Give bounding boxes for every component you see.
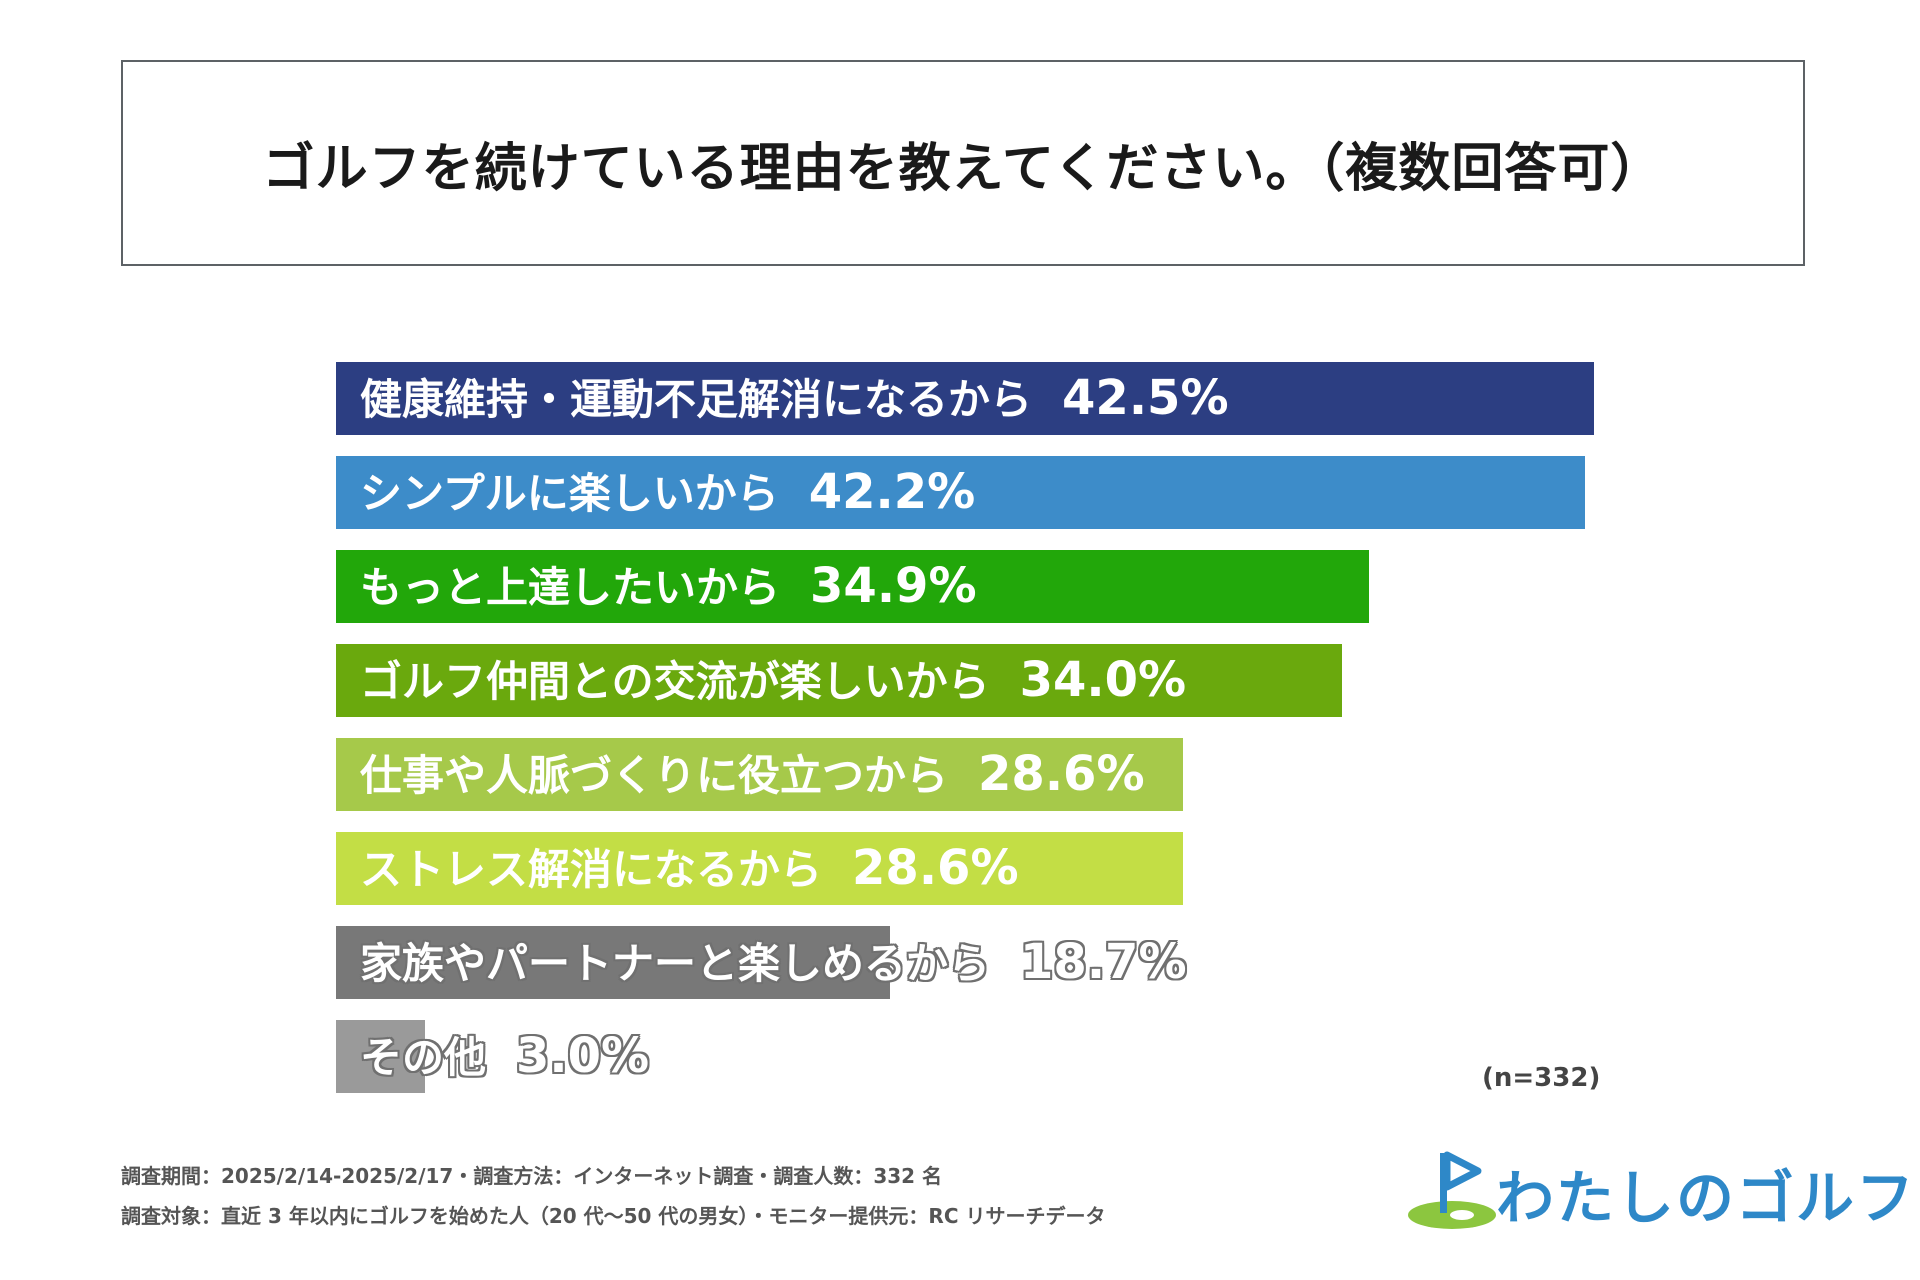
bar-label: ゴルフ仲間との交流が楽しいから 34.0%	[360, 644, 1186, 717]
value-label: 28.6%	[978, 746, 1145, 802]
category-label: もっと上達したいから	[360, 563, 781, 612]
bar-label: もっと上達したいから 34.9%	[360, 550, 977, 623]
bar	[336, 550, 1369, 623]
bar	[336, 644, 1342, 717]
value-label: 18.7%	[1020, 934, 1187, 990]
bar	[336, 832, 1183, 905]
logo-text: わたしのゴルフ	[1496, 1164, 1917, 1232]
bar-label: 家族やパートナーと楽しめるから 18.7%	[360, 926, 1187, 999]
bar	[336, 456, 1585, 529]
category-label: ストレス解消になるから	[360, 845, 823, 894]
bar-label: シンプルに楽しいから 42.2%	[360, 456, 975, 529]
value-label: 34.9%	[810, 558, 977, 614]
value-label: 42.2%	[808, 464, 976, 520]
bar-label: ストレス解消になるから 28.6%	[360, 832, 1019, 905]
sample-size-note: (n=332)	[1482, 1063, 1601, 1093]
value-label: 42.5%	[1062, 370, 1229, 426]
bar	[336, 738, 1183, 811]
bar	[336, 1020, 425, 1093]
brand-logo: わたしのゴルフ	[1404, 1145, 1914, 1235]
value-label: 28.6%	[852, 840, 1019, 896]
value-label: 3.0%	[516, 1028, 650, 1084]
category-label: シンプルに楽しいから	[360, 469, 779, 518]
bar-label: 健康維持・運動不足解消になるから 42.5%	[360, 362, 1229, 435]
bar	[336, 362, 1594, 435]
bar-label: その他 3.0%	[360, 1020, 649, 1093]
bar	[336, 926, 890, 999]
category-label: 家族やパートナーと楽しめるから	[360, 939, 991, 988]
footnote-survey-period: 調査期間：2025/2/14-2025/2/17・調査方法：インターネット調査・…	[121, 1164, 943, 1188]
category-label: ゴルフ仲間との交流が楽しいから	[360, 657, 990, 706]
chart-title: ゴルフを続けている理由を教えてください。（複数回答可）	[262, 138, 1664, 199]
title-box: ゴルフを続けている理由を教えてください。（複数回答可）	[121, 60, 1805, 266]
category-label: その他	[360, 1033, 487, 1082]
category-label: 健康維持・運動不足解消になるから	[360, 375, 1033, 424]
bar-label: 仕事や人脈づくりに役立つから 28.6%	[360, 738, 1145, 811]
category-label: 仕事や人脈づくりに役立つから	[360, 751, 949, 800]
golf-flag-icon	[1408, 1151, 1496, 1229]
footnote-survey-target: 調査対象：直近 3 年以内にゴルフを始めた人（20 代〜50 代の男女）・モニタ…	[121, 1204, 1106, 1228]
value-label: 34.0%	[1019, 652, 1187, 708]
